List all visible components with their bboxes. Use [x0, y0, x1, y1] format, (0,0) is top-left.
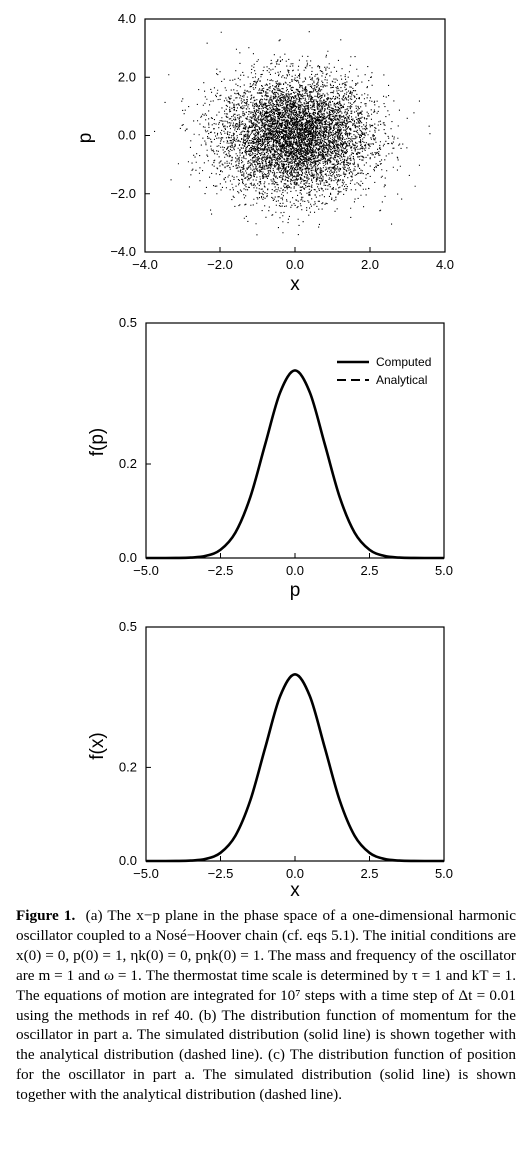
caption-label: Figure 1.	[16, 907, 76, 924]
panel-a-ticks: −4.0 −2.0 0.0 2.0 4.0 −4.0 −2.0 0.0 2.0 4.0	[110, 11, 454, 272]
panel-a-ytick-label: 2.0	[118, 69, 136, 84]
panel-a-xtick-label: 4.0	[436, 257, 454, 272]
panel-a-xtick-label: 2.0	[361, 257, 379, 272]
panel-b-ylabel: f(p)	[87, 428, 108, 457]
panel-a-xlabel: x	[290, 274, 300, 295]
panel-b-xtick-label: 5.0	[435, 563, 453, 578]
panel-b-analytical-line	[145, 369, 445, 559]
panel-b-xlabel: p	[290, 580, 301, 601]
panel-a-scatter-plot: −4.0 −2.0 0.0 2.0 4.0 −4.0 −2.0 0.0 2.0 4.0 x p	[75, 11, 454, 295]
panel-c-position-distribution: −5.0 −2.5 0.0 2.5 5.0 0.0 0.2 0.5 x f(x)	[87, 619, 453, 900]
panel-c-xtick-label: −2.5	[208, 866, 234, 881]
panel-c-ticks: −5.0 −2.5 0.0 2.5 5.0 0.0 0.2 0.5	[119, 619, 453, 881]
panel-c-ylabel: f(x)	[87, 732, 108, 759]
panel-b-xtick-label: 2.5	[360, 563, 378, 578]
panel-a-xtick-label: 0.0	[286, 257, 304, 272]
panel-a-ytick-label: 4.0	[118, 11, 136, 26]
panel-c-ytick-label: 0.2	[119, 759, 137, 774]
panel-b-legend: Computed Analytical	[337, 355, 431, 387]
panel-c-analytical-line	[145, 673, 445, 862]
figure-caption: Figure 1. (a) The x−p plane in the phase…	[16, 906, 516, 1105]
panel-a-ytick-label: −2.0	[110, 186, 136, 201]
legend-computed-label: Computed	[376, 355, 431, 369]
panel-a-ytick-label: −4.0	[110, 244, 136, 259]
panel-c-xlabel: x	[290, 880, 300, 900]
panel-b-xtick-label: 0.0	[286, 563, 304, 578]
panel-c-xtick-label: 2.5	[360, 866, 378, 881]
panel-b-ytick-label: 0.0	[119, 550, 137, 565]
panel-b-computed-line	[145, 369, 445, 560]
panel-c-xtick-label: −5.0	[133, 866, 159, 881]
panel-c-xtick-label: 0.0	[286, 866, 304, 881]
panel-b-ytick-label: 0.5	[119, 315, 137, 330]
panel-c-computed-line	[145, 672, 445, 863]
panel-a-scatter-points	[154, 31, 431, 236]
panel-b-momentum-distribution: −5.0 −2.5 0.0 2.5 5.0 0.0 0.2 0.5 Computed Anal…	[87, 315, 453, 601]
panel-a-xtick-label: −2.0	[207, 257, 233, 272]
panel-c-xtick-label: 5.0	[435, 866, 453, 881]
panel-a-ytick-label: 0.0	[118, 128, 136, 143]
panel-a-ylabel: p	[75, 133, 96, 144]
panel-b-xtick-label: −2.5	[208, 563, 234, 578]
caption-text: (a) The x−p plane in the phase space of …	[16, 907, 517, 1104]
panel-b-ticks: −5.0 −2.5 0.0 2.5 5.0 0.0 0.2 0.5	[119, 315, 453, 578]
legend-analytical-label: Analytical	[376, 373, 427, 387]
panel-b-ytick-label: 0.2	[119, 456, 137, 471]
panel-a-xtick-label: −4.0	[132, 257, 158, 272]
figure-panels: −4.0 −2.0 0.0 2.0 4.0 −4.0 −2.0 0.0 2.0 4.0 x p −…	[75, 11, 454, 900]
panel-c-ytick-label: 0.5	[119, 619, 137, 634]
panel-b-xtick-label: −5.0	[133, 563, 159, 578]
scatter-point	[154, 31, 431, 236]
panel-c-ytick-label: 0.0	[119, 853, 137, 868]
panel-c-frame	[145, 626, 445, 862]
